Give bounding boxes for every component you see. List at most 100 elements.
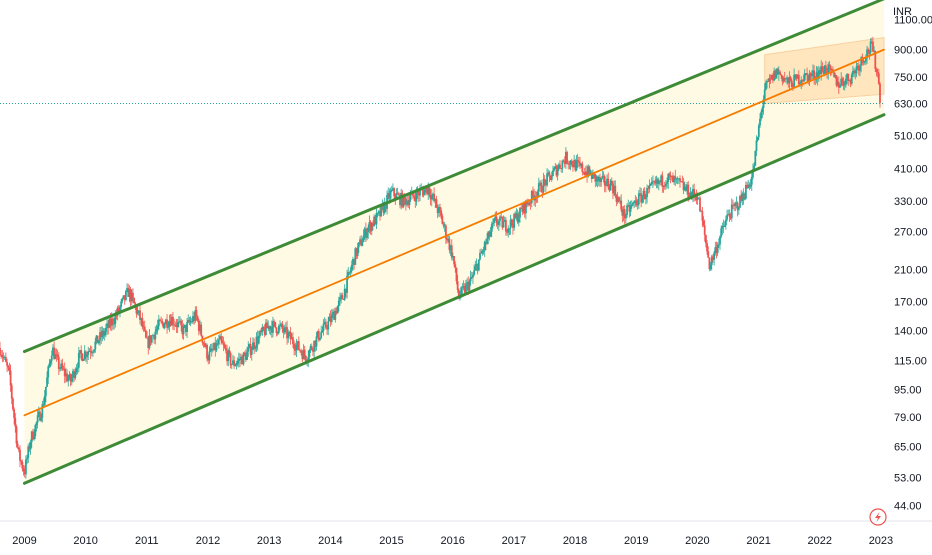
candle-body (33, 435, 36, 440)
candle-body (124, 290, 127, 300)
candle-body (696, 197, 699, 201)
candle-body (8, 367, 11, 371)
candle-body (382, 204, 385, 213)
candle-body (682, 182, 685, 191)
candle-body (53, 347, 56, 359)
candle-body (108, 318, 111, 328)
candle-body (392, 188, 394, 190)
tradingview-logo-icon[interactable] (869, 508, 887, 526)
candle-body (477, 259, 480, 271)
candle-body (409, 194, 412, 200)
candle-body (692, 189, 694, 197)
candle-body (647, 187, 650, 189)
candle-body (4, 357, 7, 362)
candle-body (609, 180, 612, 191)
candle-body (235, 363, 238, 366)
candle-body (132, 292, 134, 299)
candle-body (777, 71, 780, 75)
x-tick-label: 2010 (73, 535, 97, 547)
candle-body (229, 352, 232, 366)
candle-body (41, 404, 44, 418)
candle-body (656, 179, 659, 184)
candle-body (840, 78, 843, 86)
candle-body (668, 173, 671, 177)
candle-body (237, 358, 240, 362)
candle-body (495, 216, 498, 224)
candle-body (844, 78, 847, 85)
candle-body (456, 281, 459, 290)
candle-body (812, 70, 814, 75)
candle-body (872, 41, 874, 52)
candle-body (680, 181, 683, 182)
candle-body (522, 202, 525, 212)
candle-body (324, 321, 327, 328)
candle-body (856, 65, 859, 67)
candle-body (136, 311, 139, 314)
candle-body (581, 163, 584, 172)
candle-body (612, 183, 614, 194)
candle-body (288, 332, 291, 334)
x-tick-label: 2012 (196, 535, 220, 547)
candle-body (681, 181, 684, 183)
candle-body (370, 223, 373, 232)
candle-body (494, 216, 497, 219)
candle-body (155, 329, 158, 332)
candle-body (562, 160, 565, 162)
candle-body (717, 244, 720, 246)
candle-body (801, 79, 804, 81)
candle-body (496, 223, 499, 225)
candle-body (584, 171, 587, 175)
candle-body (542, 178, 545, 193)
candle-body (339, 297, 341, 301)
candle-body (3, 357, 6, 358)
candle-body (619, 200, 621, 202)
candle-body (547, 172, 550, 174)
candle-body (72, 371, 74, 378)
candle-body (310, 346, 313, 350)
candle-body (56, 354, 59, 358)
candle-body (347, 272, 350, 276)
candle-body (450, 245, 453, 258)
candle-body (655, 179, 658, 184)
candle-body (79, 350, 81, 353)
candle-body (141, 318, 144, 327)
candle-body (482, 250, 485, 252)
candle-body (713, 252, 716, 260)
candle-body (589, 172, 592, 175)
candle-body (84, 351, 87, 358)
candle-body (176, 322, 179, 327)
candle-body (749, 184, 752, 187)
candle-body (753, 165, 756, 170)
y-tick-label: 630.00 (894, 99, 928, 111)
candle-body (802, 80, 805, 82)
candle-body (24, 459, 27, 475)
candle-body (532, 190, 534, 196)
candle-body (820, 66, 823, 75)
candle-body (728, 213, 731, 217)
candle-body (116, 307, 119, 316)
candle-body (548, 172, 551, 176)
candle-body (388, 193, 391, 199)
candle-body (159, 319, 161, 321)
candle-body (734, 203, 737, 206)
candle-body (82, 359, 85, 361)
candle-body (810, 74, 813, 77)
candle-body (46, 377, 48, 387)
candle-body (204, 344, 207, 347)
y-tick-label: 115.00 (894, 355, 927, 367)
candle-body (254, 347, 257, 349)
candle-body (500, 216, 503, 218)
candle-body (782, 78, 785, 82)
candle-body (439, 207, 441, 211)
candle-body (375, 213, 378, 225)
candle-body (246, 351, 248, 360)
x-tick-label: 2011 (135, 535, 159, 547)
candle-body (63, 368, 66, 377)
candle-body (214, 342, 217, 351)
candle-body (748, 184, 751, 187)
candle-body (683, 186, 686, 191)
candle-body (601, 175, 604, 179)
candle-body (15, 426, 18, 444)
